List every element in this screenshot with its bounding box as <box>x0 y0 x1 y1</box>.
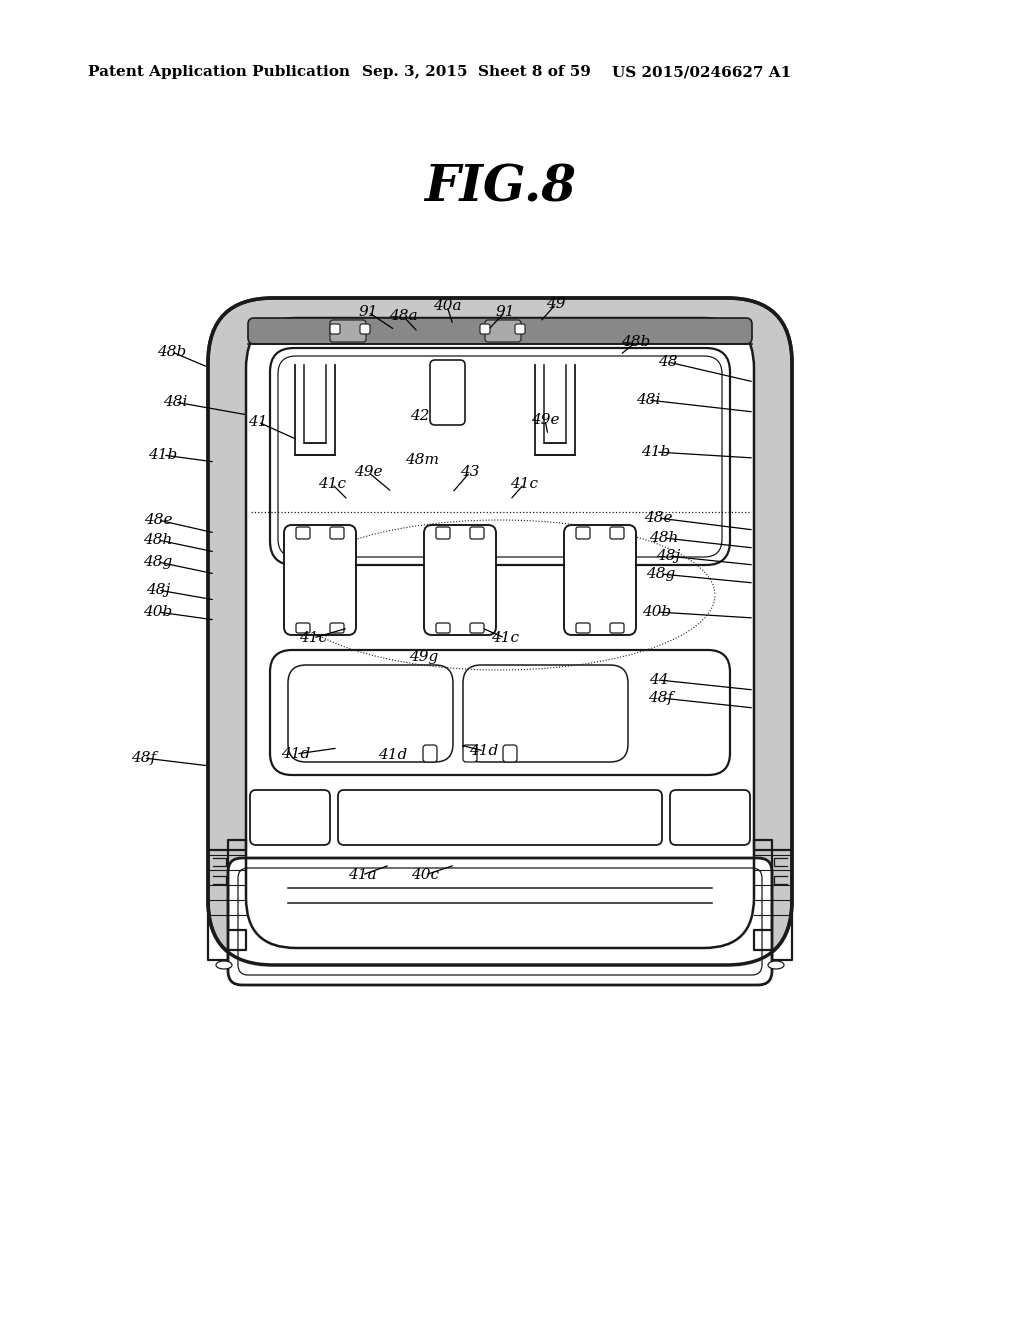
FancyBboxPatch shape <box>575 623 590 634</box>
FancyBboxPatch shape <box>284 525 356 635</box>
FancyBboxPatch shape <box>564 525 636 635</box>
Text: 41b: 41b <box>148 447 177 462</box>
Text: 41a: 41a <box>348 869 376 882</box>
FancyBboxPatch shape <box>575 527 590 539</box>
FancyBboxPatch shape <box>208 298 792 965</box>
Text: 91: 91 <box>358 305 378 319</box>
FancyBboxPatch shape <box>424 525 496 635</box>
FancyBboxPatch shape <box>330 323 340 334</box>
Text: 49: 49 <box>546 297 565 312</box>
FancyBboxPatch shape <box>250 789 330 845</box>
FancyBboxPatch shape <box>463 744 477 762</box>
Text: 41c: 41c <box>318 477 346 491</box>
FancyBboxPatch shape <box>610 527 624 539</box>
FancyBboxPatch shape <box>330 319 366 342</box>
Text: 48i: 48i <box>636 393 660 407</box>
FancyBboxPatch shape <box>485 319 521 342</box>
Text: 48h: 48h <box>649 531 679 545</box>
Text: 48j: 48j <box>145 583 170 597</box>
Text: 41d: 41d <box>379 748 408 762</box>
Text: 48a: 48a <box>389 309 418 323</box>
Text: 91: 91 <box>496 305 515 319</box>
Text: 48: 48 <box>658 355 678 370</box>
FancyBboxPatch shape <box>480 323 490 334</box>
Ellipse shape <box>768 961 784 969</box>
Text: Sep. 3, 2015: Sep. 3, 2015 <box>362 65 468 79</box>
Text: 48b: 48b <box>622 335 650 348</box>
Text: Sheet 8 of 59: Sheet 8 of 59 <box>478 65 591 79</box>
FancyBboxPatch shape <box>330 623 344 634</box>
FancyBboxPatch shape <box>503 744 517 762</box>
FancyBboxPatch shape <box>296 527 310 539</box>
Text: 40b: 40b <box>143 605 173 619</box>
FancyBboxPatch shape <box>330 527 344 539</box>
FancyBboxPatch shape <box>470 527 484 539</box>
Text: 48i: 48i <box>163 395 187 409</box>
Text: Patent Application Publication: Patent Application Publication <box>88 65 350 79</box>
Text: 48e: 48e <box>644 511 672 525</box>
Text: 40c: 40c <box>411 869 439 882</box>
Text: 41c: 41c <box>299 631 327 645</box>
FancyBboxPatch shape <box>430 360 465 425</box>
Text: 48g: 48g <box>143 554 173 569</box>
Text: 48h: 48h <box>143 533 173 546</box>
FancyBboxPatch shape <box>338 789 662 845</box>
Text: 44: 44 <box>649 673 669 686</box>
Text: 48f: 48f <box>131 751 157 766</box>
FancyBboxPatch shape <box>248 318 752 345</box>
Text: 48m: 48m <box>406 453 439 467</box>
FancyBboxPatch shape <box>246 318 754 948</box>
FancyBboxPatch shape <box>436 527 450 539</box>
FancyBboxPatch shape <box>610 623 624 634</box>
FancyBboxPatch shape <box>360 323 370 334</box>
Text: US 2015/0246627 A1: US 2015/0246627 A1 <box>612 65 792 79</box>
Text: 48f: 48f <box>648 690 674 705</box>
Text: 49e: 49e <box>530 413 559 426</box>
Text: 41c: 41c <box>490 631 519 645</box>
Text: 49e: 49e <box>353 465 382 479</box>
FancyBboxPatch shape <box>270 348 730 565</box>
FancyBboxPatch shape <box>270 649 730 775</box>
FancyBboxPatch shape <box>470 623 484 634</box>
Text: 48e: 48e <box>143 513 172 527</box>
FancyBboxPatch shape <box>296 623 310 634</box>
Text: 41d: 41d <box>469 744 499 758</box>
FancyBboxPatch shape <box>228 858 772 985</box>
Text: FIG.8: FIG.8 <box>424 164 575 213</box>
Text: 40a: 40a <box>433 300 462 313</box>
Text: 41b: 41b <box>641 445 671 459</box>
FancyBboxPatch shape <box>515 323 525 334</box>
Text: 48g: 48g <box>646 568 676 581</box>
Text: 41c: 41c <box>510 477 538 491</box>
FancyBboxPatch shape <box>436 623 450 634</box>
Ellipse shape <box>216 961 232 969</box>
FancyBboxPatch shape <box>423 744 437 762</box>
Text: 48j: 48j <box>656 549 680 564</box>
FancyBboxPatch shape <box>670 789 750 845</box>
Text: 43: 43 <box>460 465 480 479</box>
Text: 41: 41 <box>248 414 267 429</box>
Text: 41d: 41d <box>282 747 310 762</box>
Text: 49g: 49g <box>410 649 438 664</box>
Text: 48b: 48b <box>158 345 186 359</box>
Text: 40b: 40b <box>642 605 672 619</box>
Text: 42: 42 <box>411 409 430 422</box>
